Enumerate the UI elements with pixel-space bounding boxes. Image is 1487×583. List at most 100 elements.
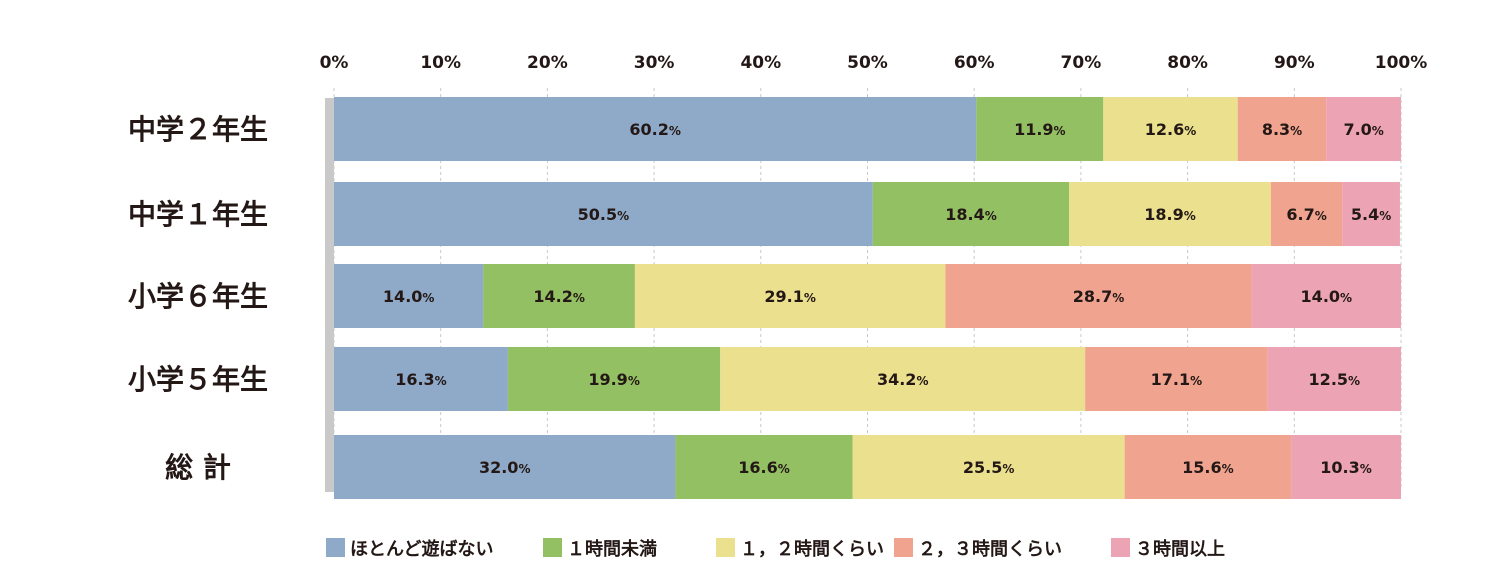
legend-swatch: [894, 538, 913, 557]
legend-label: ほとんど遊ばない: [350, 538, 493, 560]
bar-segment: [1251, 264, 1401, 328]
bar-value-label: 5.4%: [1351, 205, 1391, 224]
bar-segment: [1342, 182, 1400, 246]
percent-sign: %: [573, 291, 585, 305]
x-tick-label: 30%: [634, 53, 675, 73]
percent-sign: %: [1002, 462, 1014, 476]
legend-swatch: [716, 538, 735, 557]
bar-segment: [334, 97, 977, 161]
bar-value-label: 14.0%: [383, 287, 435, 306]
bar-segment: [1237, 97, 1327, 161]
x-tick-label: 10%: [420, 53, 461, 73]
x-tick-label: 60%: [954, 53, 995, 73]
legend-item: ほとんど遊ばない: [326, 538, 493, 560]
bar-row: 32.0% 16.6% 25.5% 15.6% 10.3%: [334, 435, 1401, 499]
percent-sign: %: [422, 291, 434, 305]
bar-value-label: 18.9%: [1144, 205, 1196, 224]
bar-value-label: 60.2%: [629, 120, 681, 139]
bar-value-label: 6.7%: [1286, 205, 1326, 224]
bar-value-label: 14.0%: [1301, 287, 1353, 306]
bar-segment: [1103, 97, 1238, 161]
bar-value-label: 50.5%: [578, 205, 630, 224]
category-label: 中学２年生: [128, 113, 268, 146]
percent-sign: %: [804, 291, 816, 305]
bar-value-label: 15.6%: [1182, 458, 1234, 477]
percent-sign: %: [669, 124, 681, 138]
bar-segment: [1291, 435, 1401, 499]
bar-value-label: 10.3%: [1320, 458, 1372, 477]
x-axis-ticks: 0% 10% 20% 30% 40% 50% 60% 70% 80% 90% 100%: [320, 53, 1428, 73]
bar-value-label: 28.7%: [1073, 287, 1125, 306]
legend-item: １時間未満: [543, 538, 657, 560]
y-axis-bar: [325, 98, 334, 492]
percent-sign: %: [916, 374, 928, 388]
x-tick-label: 0%: [320, 53, 349, 73]
bar-row: 50.5% 18.4% 18.9% 6.7% 5.4%: [334, 182, 1400, 246]
bar-value-label: 14.2%: [533, 287, 585, 306]
percent-sign: %: [1290, 124, 1302, 138]
bar-value-label: 12.5%: [1309, 370, 1361, 389]
x-tick-label: 100%: [1375, 53, 1428, 73]
bar-segment: [1085, 347, 1268, 411]
percent-sign: %: [1348, 374, 1360, 388]
bar-row: 14.0% 14.2% 29.1% 28.7% 14.0%: [334, 264, 1401, 328]
bar-value-label: 19.9%: [588, 370, 640, 389]
percent-sign: %: [435, 374, 447, 388]
bar-value-label: 34.2%: [877, 370, 929, 389]
bar-value-label: 12.6%: [1145, 120, 1197, 139]
percent-sign: %: [985, 209, 997, 223]
bar-segment: [720, 347, 1086, 411]
bar-row: 16.3% 19.9% 34.2% 17.1% 12.5%: [334, 347, 1401, 411]
percent-sign: %: [1054, 124, 1066, 138]
percent-sign: %: [1190, 374, 1202, 388]
category-label: 小学５年生: [128, 363, 268, 396]
y-axis-line: [325, 98, 334, 492]
x-tick-label: 20%: [527, 53, 568, 73]
bar-value-label: 7.0%: [1343, 120, 1383, 139]
legend-label: ３時間以上: [1135, 539, 1225, 560]
bar-segment: [1267, 347, 1401, 411]
bar-value-label: 16.6%: [738, 458, 790, 477]
bar-segment: [1124, 435, 1292, 499]
percent-sign: %: [1315, 209, 1327, 223]
bar-segment: [334, 347, 508, 411]
x-tick-label: 40%: [740, 53, 781, 73]
legend-swatch: [326, 538, 345, 557]
legend-label: ２，３時間くらい: [918, 539, 1062, 560]
bars: 60.2% 11.9% 12.6% 8.3% 7.0% 50.5% 18.4% 18.9% 6.…: [334, 97, 1401, 499]
bar-segment: [976, 97, 1104, 161]
bar-value-label: 11.9%: [1014, 120, 1066, 139]
percent-sign: %: [1372, 124, 1384, 138]
bar-value-label: 25.5%: [963, 458, 1015, 477]
bar-segment: [1270, 182, 1343, 246]
bar-value-label: 16.3%: [395, 370, 447, 389]
percent-sign: %: [1360, 462, 1372, 476]
legend-item: ３時間以上: [1111, 538, 1225, 560]
bar-segment: [675, 435, 853, 499]
legend-item: ２，３時間くらい: [894, 538, 1062, 560]
percent-sign: %: [1379, 209, 1391, 223]
bar-value-label: 17.1%: [1151, 370, 1203, 389]
bar-segment: [334, 264, 484, 328]
legend-swatch: [543, 538, 562, 557]
x-tick-label: 80%: [1167, 53, 1208, 73]
x-tick-label: 50%: [847, 53, 888, 73]
percent-sign: %: [1112, 291, 1124, 305]
category-label: 総 計: [165, 451, 231, 484]
bar-segment: [507, 347, 721, 411]
legend: ほとんど遊ばない １時間未満 １，２時間くらい ２，３時間くらい ３時間以上: [326, 538, 1225, 560]
bar-segment: [334, 435, 676, 499]
bar-segment: [483, 264, 635, 328]
category-label: 中学１年生: [128, 198, 268, 231]
x-tick-label: 90%: [1274, 53, 1315, 73]
percent-sign: %: [617, 209, 629, 223]
percent-sign: %: [1222, 462, 1234, 476]
legend-item: １，２時間くらい: [716, 538, 884, 560]
percent-sign: %: [628, 374, 640, 388]
bar-segment: [852, 435, 1125, 499]
x-tick-label: 70%: [1061, 53, 1102, 73]
legend-label: １，２時間くらい: [740, 539, 884, 560]
